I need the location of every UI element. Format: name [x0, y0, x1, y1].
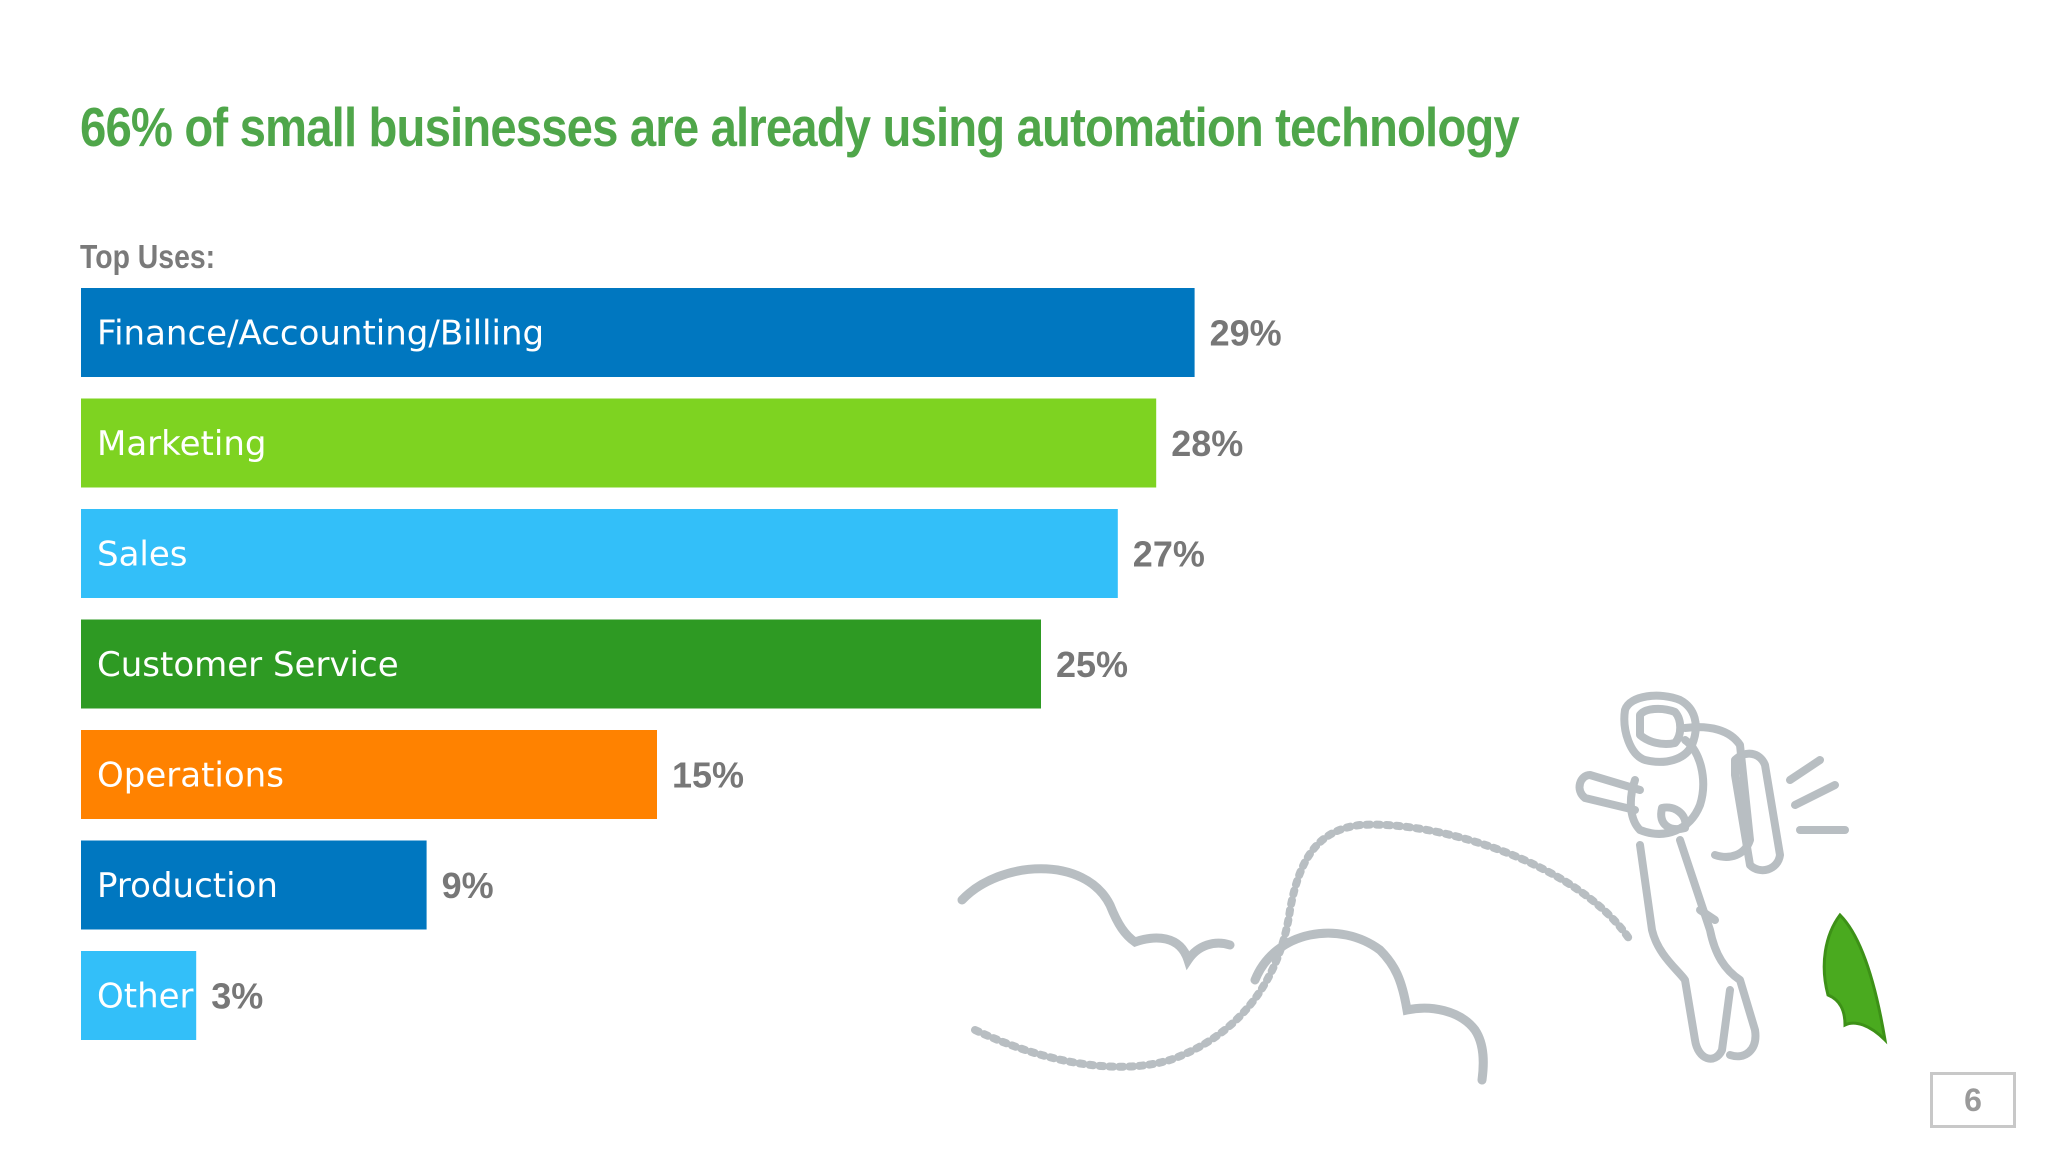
bar-customer-service	[81, 619, 1041, 709]
page-title: 66% of small businesses are already usin…	[80, 96, 1520, 158]
astronaut-illustration	[957, 691, 1888, 1085]
bar-value-label: 15%	[672, 755, 744, 796]
bar-value-label: 27%	[1133, 534, 1205, 575]
chart-subtitle: Top Uses:	[80, 238, 216, 275]
bar-production	[81, 840, 427, 930]
bar-finance-accounting-billing	[81, 288, 1195, 377]
astronaut-jetpack-icon	[1575, 691, 1849, 1063]
bar-value-label: 25%	[1056, 644, 1128, 685]
cloud-icon	[957, 864, 1488, 1085]
bar-value-label: 29%	[1210, 313, 1282, 354]
page-number: 6	[1930, 1072, 2016, 1128]
bar-value-label: 9%	[442, 865, 494, 906]
leaf-icon	[1822, 912, 1888, 1045]
bar-sales	[81, 509, 1118, 598]
bar-category-label: Other	[97, 977, 194, 1017]
bar-value-label: 3%	[211, 976, 263, 1017]
bar-category-label: Customer Service	[97, 645, 399, 685]
bar-marketing	[81, 398, 1157, 488]
bar-value-label: 28%	[1171, 423, 1243, 464]
bar-category-label: Finance/Accounting/Billing	[97, 314, 544, 354]
dotted-flight-path-icon	[971, 820, 1634, 1071]
bar-operations	[81, 730, 657, 819]
bar-category-label: Production	[97, 866, 278, 906]
bar-category-label: Sales	[97, 535, 188, 575]
bar-other	[81, 951, 197, 1040]
bar-category-label: Marketing	[97, 424, 266, 464]
bar-category-label: Operations	[97, 756, 284, 796]
